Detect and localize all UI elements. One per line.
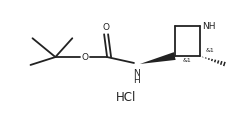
Text: NH: NH xyxy=(202,22,215,31)
Text: HCl: HCl xyxy=(116,91,136,104)
Text: H: H xyxy=(134,76,140,85)
Text: N: N xyxy=(134,69,140,78)
Polygon shape xyxy=(140,52,176,64)
Text: O: O xyxy=(103,23,110,32)
Text: &1: &1 xyxy=(205,48,214,53)
Text: &1: &1 xyxy=(182,57,191,63)
Text: O: O xyxy=(82,53,89,62)
